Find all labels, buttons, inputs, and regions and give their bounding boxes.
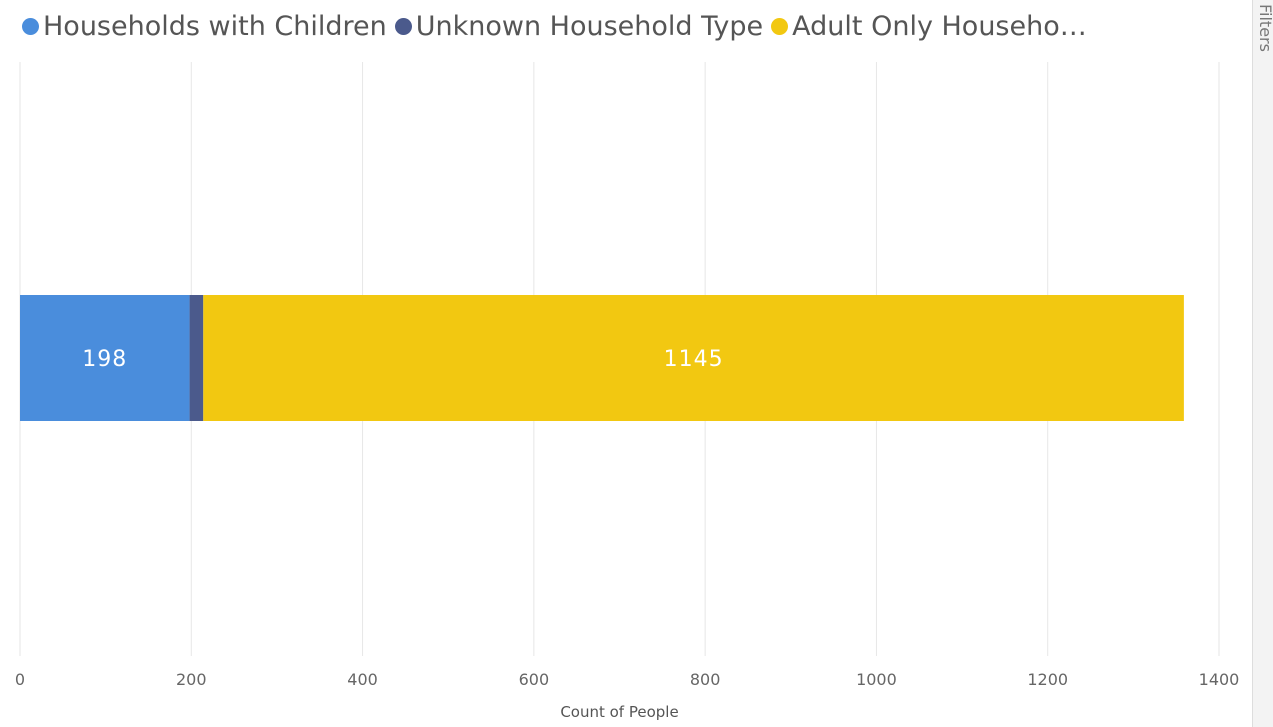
- bar-segment-3[interactable]: [203, 295, 1184, 421]
- bar-segment-1[interactable]: [20, 295, 190, 421]
- legend-label: Unknown Household Type: [415, 10, 764, 42]
- data-label-1: 198: [82, 347, 127, 372]
- x-tick-label: 800: [690, 670, 721, 689]
- x-tick-label: 600: [519, 670, 550, 689]
- x-tick-label: 200: [176, 670, 207, 689]
- legend-marker-icon: [771, 17, 789, 35]
- x-tick-label: 0: [15, 670, 25, 689]
- chart-legend: Households with Children Unknown Househol…: [22, 6, 1227, 46]
- x-tick-label: 400: [347, 670, 378, 689]
- x-tick-label: 1200: [1027, 670, 1068, 689]
- data-labels: 198 1145: [82, 347, 724, 372]
- legend-label: Households with Children: [43, 10, 387, 42]
- legend-marker-icon: [394, 17, 412, 35]
- x-axis-title: Count of People: [560, 703, 678, 721]
- x-tick-label: 1400: [1199, 670, 1240, 689]
- filters-panel-collapsed[interactable]: Filters: [1252, 0, 1273, 727]
- x-axis-tick-labels: 0 200 400 600 800 1000 1200 1400: [15, 670, 1239, 689]
- data-label-3: 1145: [664, 347, 724, 372]
- bar-segment-2[interactable]: [189, 295, 204, 421]
- filters-panel-label: Filters: [1256, 4, 1273, 52]
- legend-item-2[interactable]: Unknown Household Type: [394, 10, 764, 42]
- x-tick-label: 1000: [856, 670, 897, 689]
- legend-item-3[interactable]: Adult Only Househo…: [771, 11, 1087, 42]
- legend-marker-icon: [22, 17, 39, 35]
- legend-item-1[interactable]: Households with Children: [22, 11, 387, 42]
- bars: [20, 295, 1184, 421]
